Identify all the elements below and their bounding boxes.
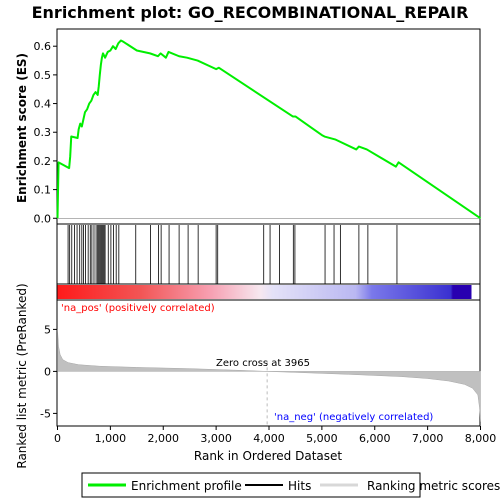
x-axis-label: Rank in Ordered Dataset — [194, 449, 342, 463]
zero-cross-label: Zero cross at 3965 — [216, 358, 310, 369]
pos-label: 'na_pos' (positively correlated) — [61, 303, 215, 314]
y-axis-label-es: Enrichment score (ES) — [15, 53, 29, 203]
x-tick-label-4: 4,000 — [253, 432, 285, 445]
es-tick-label-5: 0.5 — [34, 69, 52, 82]
x-tick-label-1: 1,000 — [95, 432, 127, 445]
x-tick-label-0: 0 — [54, 432, 61, 445]
x-tick-label-5: 5,000 — [306, 432, 338, 445]
legend-profile-label: Enrichment profile — [131, 479, 242, 493]
es-panel — [56, 28, 481, 225]
es-tick-label-6: 0.6 — [34, 40, 52, 53]
x-tick-label-6: 6,000 — [359, 432, 391, 445]
enrichment-profile-series — [56, 39, 482, 220]
x-tick-label-3: 3,000 — [200, 432, 232, 445]
neg-label: 'na_neg' (negatively correlated) — [274, 412, 433, 423]
chart-title: Enrichment plot: GO_RECOMBINATIONAL_REPA… — [32, 3, 469, 22]
metric-area-path — [57, 329, 481, 422]
metric-tick-label-2: 5 — [44, 323, 51, 336]
es-tick-label-1: 0.1 — [34, 184, 52, 197]
metric-tick-label-0: -5 — [40, 407, 51, 420]
es-tick-label-0: 0.0 — [34, 212, 52, 225]
legend-metric-label: Ranking metric scores — [367, 479, 500, 493]
hits-panel — [56, 223, 481, 285]
rank-colorbar — [57, 285, 472, 299]
x-tick-label-8: 8,000 — [465, 432, 497, 445]
legend-hits-label: Hits — [288, 479, 311, 493]
metric-area — [57, 329, 481, 422]
hit-markers — [67, 225, 398, 284]
enrichment-profile-line — [56, 39, 482, 220]
x-tick-label-2: 2,000 — [148, 432, 180, 445]
es-tick-label-3: 0.3 — [34, 126, 52, 139]
metric-panel — [56, 299, 481, 427]
es-tick-label-4: 0.4 — [34, 98, 52, 111]
legend: Enrichment profile Hits Ranking metric s… — [81, 472, 500, 498]
metric-tick-label-1: 0 — [44, 365, 51, 378]
es-tick-label-2: 0.2 — [34, 155, 52, 168]
y-axis-label-metric: Ranked list metric (PreRanked) — [15, 283, 29, 468]
x-tick-label-7: 7,000 — [412, 432, 444, 445]
